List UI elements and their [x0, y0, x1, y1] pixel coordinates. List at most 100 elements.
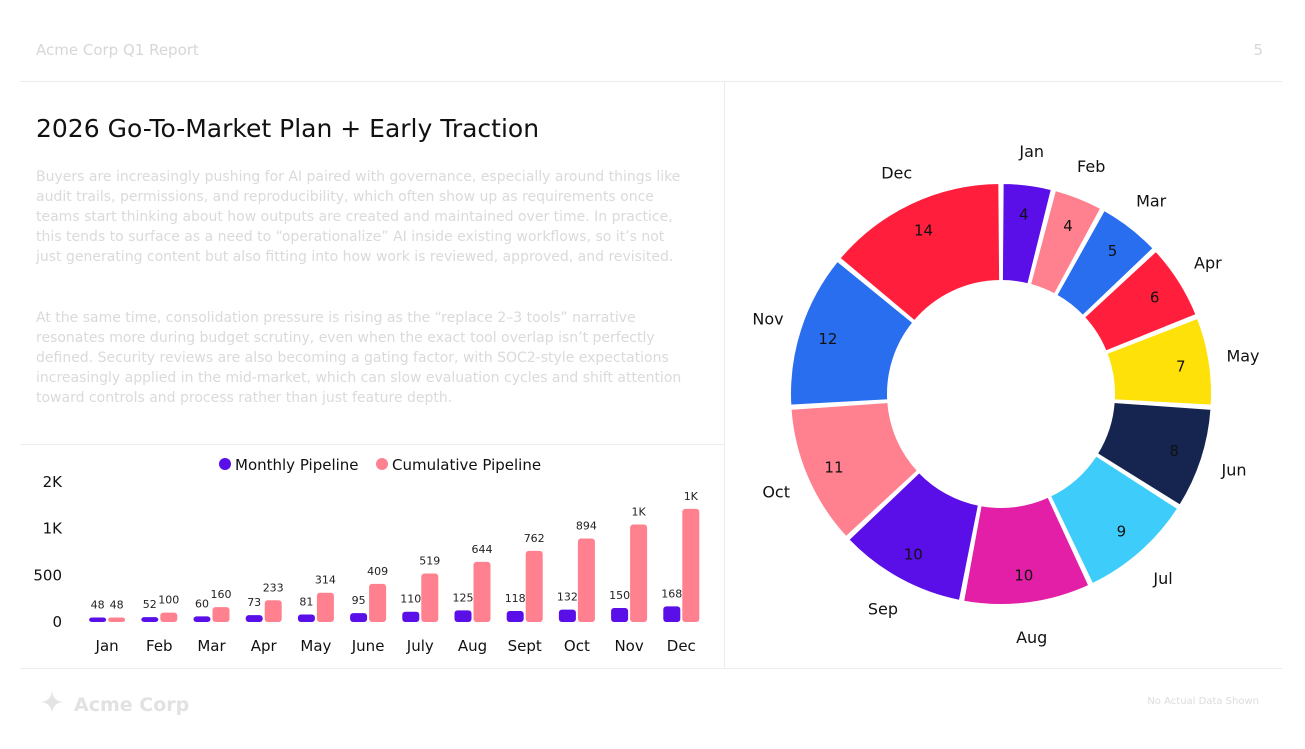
donut-value-label: 4	[1063, 217, 1073, 235]
monthly-value-label: 132	[557, 591, 578, 604]
donut-slice-feb	[1028, 189, 1103, 296]
cumulative-value-label: 100	[158, 594, 179, 607]
y-tick-label: 1K	[43, 520, 64, 538]
sparkle-logo-icon	[40, 690, 64, 719]
pipeline-bar-chart: Monthly Pipeline Cumulative Pipeline 0 500 1…	[33, 456, 700, 655]
donut-slice-jan	[1000, 182, 1053, 286]
monthly-value-label: 73	[247, 596, 261, 609]
monthly-bar	[141, 617, 159, 622]
monthly-bar	[89, 617, 107, 622]
donut-category-label: Jan	[1018, 142, 1044, 161]
x-tick-label: Oct	[564, 637, 590, 655]
cumulative-value-label: 409	[367, 565, 388, 578]
chart-divider	[20, 444, 724, 445]
donut-slice-oct	[789, 400, 920, 539]
donut-slice-nov	[789, 259, 915, 407]
donut-category-label: Apr	[1194, 254, 1222, 273]
page-number: 5	[1253, 41, 1263, 59]
column-divider	[724, 82, 725, 668]
donut-category-label: Aug	[1016, 628, 1047, 647]
cumulative-value-label: 233	[263, 581, 284, 594]
cumulative-bar	[421, 573, 439, 622]
monthly-value-label: 168	[661, 587, 682, 600]
footer-brand: Acme Corp	[40, 690, 189, 719]
monthly-bar	[193, 616, 211, 622]
donut-category-label: Dec	[881, 163, 912, 182]
x-tick-label: Sept	[508, 637, 542, 655]
donut-value-label: 9	[1117, 523, 1127, 541]
footer-note: No Actual Data Shown	[1147, 696, 1259, 707]
x-tick-label: Dec	[667, 637, 696, 655]
cumulative-value-label: 48	[110, 599, 124, 612]
donut-category-label: Nov	[752, 309, 783, 328]
cumulative-bar	[108, 617, 126, 622]
donut-category-label: Jun	[1221, 461, 1247, 480]
y-tick-label: 2K	[43, 473, 64, 491]
monthly-value-label: 48	[91, 599, 105, 612]
donut-value-label: 8	[1169, 442, 1179, 460]
x-tick-label: Jan	[95, 637, 119, 655]
cumulative-bar	[630, 524, 648, 622]
donut-value-label: 10	[904, 545, 923, 563]
cumulative-value-label: 314	[315, 574, 336, 587]
donut-value-label: 5	[1108, 242, 1118, 260]
donut-category-label: Jul	[1152, 569, 1172, 588]
cumulative-bar	[160, 612, 178, 622]
monthly-value-label: 52	[143, 598, 157, 611]
footer-divider	[20, 668, 1282, 669]
monthly-bar	[611, 608, 629, 622]
page-title: 2026 Go-To-Market Plan + Early Traction	[36, 114, 540, 143]
monthly-donut-chart: 4 Jan 4 Feb 5 Mar 6 Apr 7 May 8 Jun 9 Jul 10 Aug 10 Sep 11…	[752, 142, 1259, 647]
x-tick-label: Aug	[458, 637, 487, 655]
y-tick-label: 0	[52, 613, 62, 631]
donut-value-label: 7	[1176, 358, 1186, 376]
report-title: Acme Corp Q1 Report	[36, 41, 199, 59]
donut-slice-apr	[1082, 249, 1198, 353]
cumulative-value-label: 1K	[631, 506, 646, 519]
monthly-value-label: 60	[195, 597, 209, 610]
donut-category-label: Oct	[762, 482, 790, 501]
monthly-bar	[350, 613, 368, 622]
donut-slice-jun	[1095, 400, 1213, 507]
header-divider	[20, 81, 1282, 82]
donut-category-label: Mar	[1136, 191, 1167, 210]
cumulative-bar	[316, 592, 334, 622]
monthly-bar	[663, 606, 681, 622]
cumulative-bar	[369, 583, 387, 622]
donut-category-label: Sep	[868, 600, 898, 619]
cumulative-bar	[264, 600, 282, 622]
x-tick-label: May	[300, 637, 331, 655]
monthly-value-label: 118	[505, 592, 526, 605]
monthly-bar	[506, 610, 524, 622]
donut-slice-aug	[962, 495, 1091, 606]
donut-slice-sep	[847, 470, 980, 602]
donut-slice-mar	[1055, 208, 1155, 318]
body-paragraph-2: At the same time, consolidation pressure…	[36, 310, 682, 406]
cumulative-bar	[577, 538, 595, 622]
x-tick-label: Nov	[614, 637, 643, 655]
cumulative-bar	[525, 550, 543, 622]
donut-value-label: 12	[818, 330, 837, 348]
monthly-bar	[454, 610, 472, 622]
monthly-bar	[245, 615, 263, 622]
legend-label-1: Monthly Pipeline	[235, 456, 359, 474]
donut-slice-dec	[838, 182, 1002, 323]
legend-swatch-2	[376, 458, 388, 470]
body-paragraph-1: Buyers are increasingly pushing for AI p…	[36, 169, 681, 265]
monthly-value-label: 125	[453, 591, 474, 604]
y-tick-label: 500	[33, 566, 62, 584]
cumulative-value-label: 160	[211, 588, 232, 601]
monthly-bar	[297, 614, 315, 622]
monthly-bar	[402, 611, 420, 622]
monthly-value-label: 110	[400, 593, 421, 606]
cumulative-value-label: 1K	[684, 490, 699, 503]
cumulative-bar	[473, 561, 491, 622]
monthly-value-label: 150	[609, 589, 630, 602]
x-tick-label: July	[406, 637, 434, 655]
cumulative-value-label: 894	[576, 520, 597, 533]
monthly-value-label: 95	[352, 594, 366, 607]
monthly-value-label: 81	[299, 595, 313, 608]
footer-brand-name: Acme Corp	[74, 693, 190, 716]
donut-slice-may	[1105, 316, 1213, 407]
x-tick-label: Apr	[251, 637, 278, 655]
